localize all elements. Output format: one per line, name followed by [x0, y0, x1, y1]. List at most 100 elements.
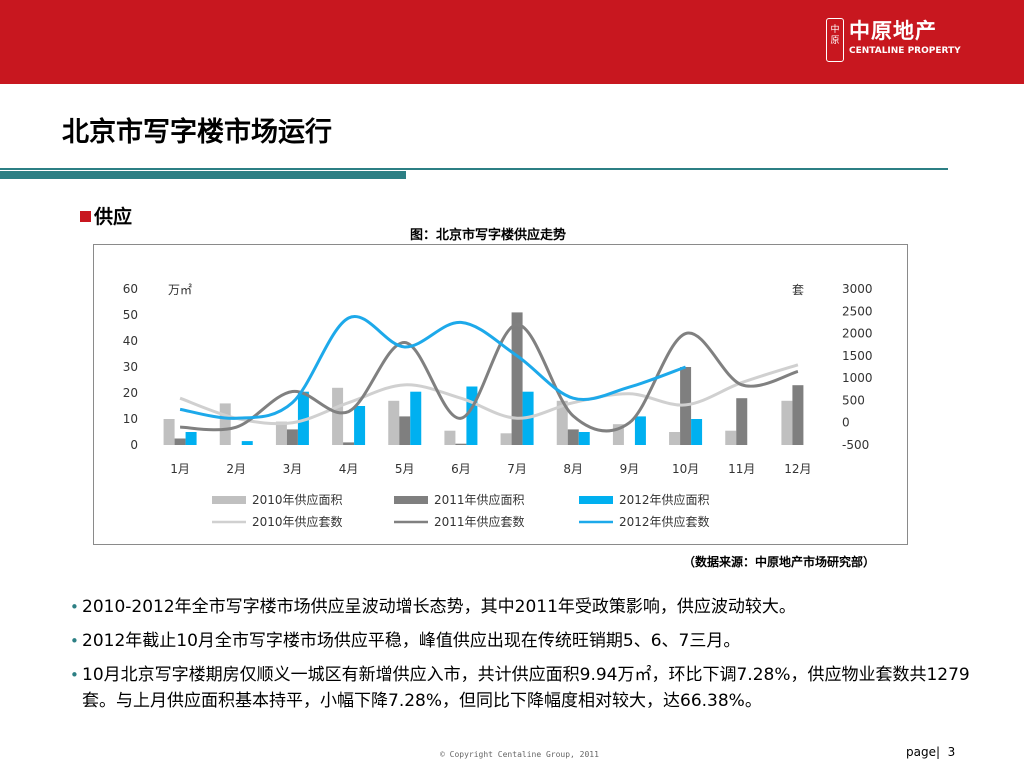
summary-bullets: • 2010-2012年全市写字楼市场供应呈波动增长态势，其中2011年受政策影响…: [70, 594, 970, 722]
right-axis-tick-label: 2500: [842, 304, 873, 318]
x-axis-tick-label: 8月: [563, 462, 583, 476]
bar: [388, 400, 400, 445]
bar: [297, 391, 309, 445]
left-axis-tick-label: 20: [123, 386, 138, 400]
bar: [634, 416, 646, 445]
bullet-dot-icon: •: [70, 666, 79, 684]
bar: [466, 386, 478, 445]
bar: [500, 433, 512, 445]
bullet-item: • 2010-2012年全市写字楼市场供应呈波动增长态势，其中2011年受政策影响…: [70, 594, 970, 620]
x-axis-tick-label: 12月: [784, 462, 811, 476]
legend-label: 2010年供应套数: [252, 514, 343, 529]
left-axis-unit: 万㎡: [168, 283, 192, 297]
section-heading: 供应: [80, 202, 132, 229]
page-indicator: page| 3: [906, 745, 955, 759]
bar: [578, 432, 590, 445]
legend-label: 2010年供应面积: [252, 492, 343, 507]
bar: [691, 419, 703, 445]
bullet-dot-icon: •: [70, 632, 79, 650]
bar: [612, 424, 624, 445]
chart-caption: 图：北京市写字楼供应走势: [410, 228, 567, 243]
left-axis-tick-label: 40: [123, 334, 138, 348]
bar: [343, 442, 355, 445]
bar: [241, 441, 253, 445]
right-axis-tick-label: 500: [842, 393, 865, 407]
legend-label: 2011年供应面积: [434, 492, 525, 507]
bar: [669, 432, 681, 445]
legend-swatch: [579, 496, 613, 504]
bar: [781, 400, 793, 445]
bar: [511, 312, 523, 445]
bar: [275, 421, 287, 445]
bar: [410, 391, 422, 445]
bar: [455, 443, 467, 445]
centaline-logo: 中原 中原地产 CENTALINE PROPERTY: [826, 18, 966, 64]
left-axis-tick-label: 10: [123, 412, 138, 426]
bar: [354, 406, 366, 445]
right-axis-tick-label: 1500: [842, 349, 873, 363]
section-label: 供应: [94, 206, 133, 228]
series-line: [179, 315, 687, 420]
series-line: [180, 323, 799, 433]
left-axis-tick-label: 0: [130, 438, 138, 452]
left-axis-tick-label: 50: [123, 308, 138, 322]
title-accent-bar: [0, 171, 406, 179]
bar: [444, 430, 456, 445]
x-axis-tick-label: 5月: [395, 462, 415, 476]
page-label: page|: [906, 745, 941, 759]
bar: [185, 432, 197, 445]
right-axis-tick-label: 2000: [842, 327, 873, 341]
x-axis-tick-label: 2月: [226, 462, 246, 476]
left-axis-tick-label: 60: [123, 282, 138, 296]
header-band: [0, 0, 1024, 84]
copyright-notice: © Copyright Centaline Group, 2011: [440, 750, 599, 759]
bullet-dot-icon: •: [70, 598, 79, 616]
bar: [556, 400, 568, 445]
bar: [219, 403, 231, 445]
bar: [792, 385, 804, 445]
logo-chinese-name: 中原地产: [849, 19, 937, 43]
x-axis-tick-label: 3月: [283, 462, 303, 476]
bar: [332, 387, 344, 445]
legend-swatch: [394, 496, 428, 504]
bullet-text: 2012年截止10月全市写字楼市场供应平稳，峰值供应出现在传统旺销期5、6、7三…: [82, 631, 741, 651]
supply-chart: 0 10 20 30 40 50 60 -500 0 500 1000 1500 2000 2500 300…: [93, 244, 908, 545]
legend-swatch: [212, 496, 246, 504]
right-axis-unit: 套: [792, 283, 804, 297]
title-divider: [0, 168, 948, 170]
bar: [736, 398, 748, 445]
logo-english-name: CENTALINE PROPERTY: [849, 46, 961, 56]
data-source-note: （数据来源：中原地产市场研究部）: [683, 555, 876, 569]
series-line: [179, 363, 799, 426]
square-bullet-icon: [80, 211, 91, 222]
x-axis-tick-label: 1月: [170, 462, 190, 476]
x-axis-tick-label: 10月: [672, 462, 699, 476]
bar: [567, 429, 579, 445]
legend-label: 2011年供应套数: [434, 514, 525, 529]
page-number: 3: [947, 745, 956, 759]
bar: [174, 438, 186, 445]
bullet-text: 2010-2012年全市写字楼市场供应呈波动增长态势，其中2011年受政策影响，…: [82, 597, 796, 617]
right-axis-tick-label: 0: [842, 416, 850, 430]
right-axis-tick-label: 3000: [842, 282, 873, 296]
chart-canvas: 0 10 20 30 40 50 60 -500 0 500 1000 1500 2000 2500 300…: [123, 282, 873, 529]
bar: [725, 430, 737, 445]
bullet-text: 10月北京写字楼期房仅顺义一城区有新增供应入市，共计供应面积9.94万㎡，环比下…: [82, 665, 970, 711]
right-axis-tick-label: -500: [842, 438, 869, 452]
legend-label: 2012年供应套数: [619, 514, 710, 529]
x-axis-tick-label: 9月: [620, 462, 640, 476]
bar: [399, 416, 411, 445]
bar: [286, 429, 298, 445]
page-title: 北京市写字楼市场运行: [62, 117, 332, 148]
bullet-item: • 10月北京写字楼期房仅顺义一城区有新增供应入市，共计供应面积9.94万㎡，环比…: [70, 662, 970, 714]
x-axis-tick-label: 6月: [451, 462, 471, 476]
bar: [163, 419, 175, 445]
x-axis-tick-label: 4月: [339, 462, 359, 476]
legend-label: 2012年供应面积: [619, 492, 710, 507]
left-axis-tick-label: 30: [123, 360, 138, 374]
x-axis-tick-label: 11月: [728, 462, 755, 476]
bullet-item: • 2012年截止10月全市写字楼市场供应平稳，峰值供应出现在传统旺销期5、6、7…: [70, 628, 970, 654]
right-axis-tick-label: 1000: [842, 371, 873, 385]
logo-seal: 中原: [826, 18, 844, 62]
x-axis-tick-label: 7月: [507, 462, 527, 476]
